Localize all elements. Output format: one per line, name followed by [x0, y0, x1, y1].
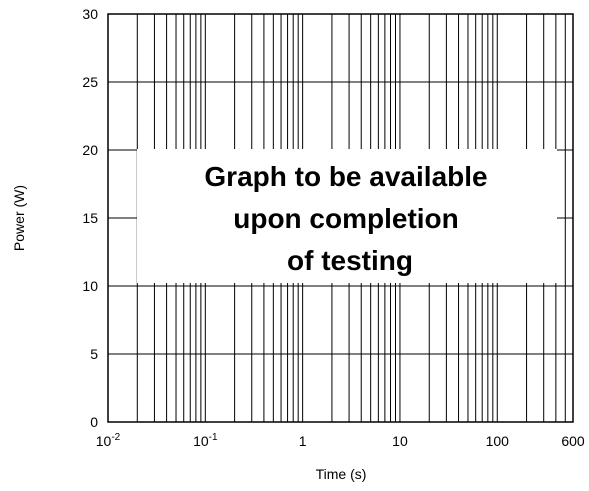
annotation-line-2: upon completion: [233, 203, 459, 234]
annotation-box: [137, 149, 557, 283]
annotation-line-3: of testing: [287, 245, 413, 276]
x-axis-label: Time (s): [316, 466, 367, 482]
y-tick-label: 10: [82, 278, 98, 294]
x-tick-label: 1: [299, 433, 307, 449]
annotation-line-1: Graph to be available: [204, 161, 487, 192]
x-tick-label: 10: [392, 433, 408, 449]
y-axis-label: Power (W): [11, 185, 27, 251]
y-tick-label: 0: [90, 414, 98, 430]
y-tick-label: 15: [82, 210, 98, 226]
x-tick-label: 10-1: [193, 432, 218, 449]
plot-frame: [107, 13, 574, 423]
x-tick-labels: 10-2 10-1 1 10 100 600: [96, 432, 585, 449]
y-tick-label: 25: [82, 74, 98, 90]
x-tick-label: 600: [561, 433, 585, 449]
y-tick-label: 30: [82, 6, 98, 22]
x-tick-label: 10-2: [96, 432, 121, 449]
x-tick-label: 100: [486, 433, 510, 449]
y-tick-label: 5: [90, 346, 98, 362]
y-tick-labels: 0 5 10 15 20 25 30: [82, 6, 98, 430]
y-tick-label: 20: [82, 142, 98, 158]
annotation-note: Graph to be available upon completion of…: [204, 161, 487, 276]
